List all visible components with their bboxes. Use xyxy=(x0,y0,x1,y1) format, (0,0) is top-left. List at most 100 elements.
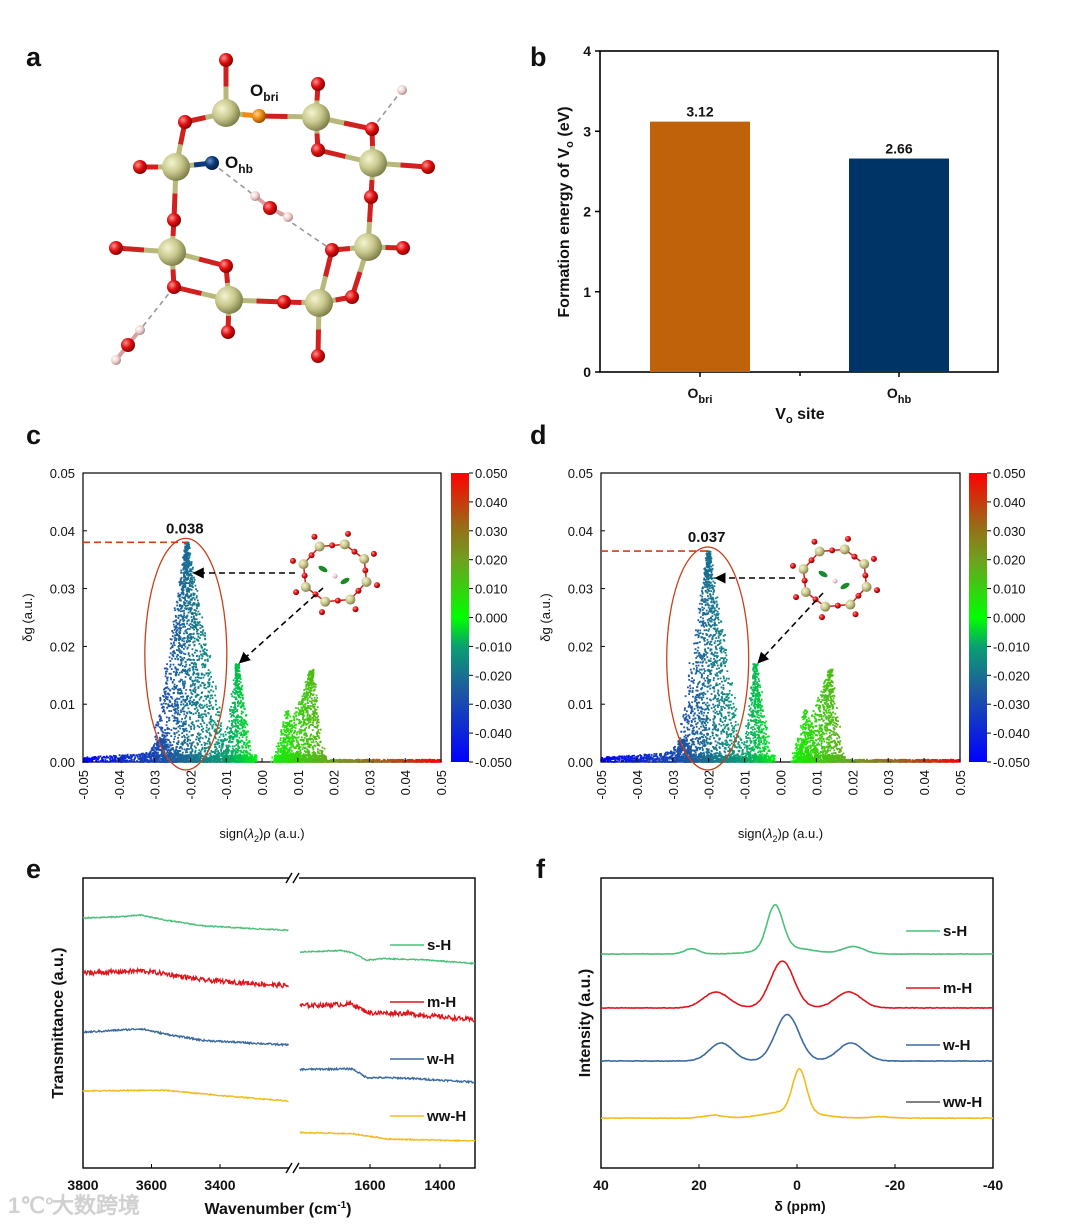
scatter-point xyxy=(241,704,243,707)
scatter-point xyxy=(308,684,311,687)
scatter-point xyxy=(205,729,208,732)
scatter-point xyxy=(279,757,282,760)
scatter-point xyxy=(177,645,180,647)
scatter-point xyxy=(365,758,368,761)
scatter-point xyxy=(158,714,161,717)
scatter-point xyxy=(190,561,193,563)
scatter-point xyxy=(234,759,237,762)
scatter-point xyxy=(86,756,89,759)
scatter-point xyxy=(312,721,314,724)
scatter-point xyxy=(194,755,197,758)
scatter-point xyxy=(212,690,215,693)
scatter-point xyxy=(189,622,192,625)
scatter-point xyxy=(307,718,309,721)
scatter-point xyxy=(184,586,187,589)
scatter-point xyxy=(168,756,171,758)
scatter-point xyxy=(214,694,217,697)
scatter-point xyxy=(306,687,309,690)
scatter-point xyxy=(199,631,202,633)
scatter-point xyxy=(218,757,221,760)
scatter-point xyxy=(169,752,172,754)
scatter-point xyxy=(233,732,236,735)
scatter-point xyxy=(289,743,291,746)
scatter-point xyxy=(173,732,176,734)
scatter-point xyxy=(199,750,202,753)
scatter-point xyxy=(306,743,309,746)
scatter-point xyxy=(311,676,314,679)
scatter-point xyxy=(173,644,176,647)
scatter-point xyxy=(386,760,388,763)
scatter-point xyxy=(177,617,180,619)
scatter-point xyxy=(180,658,182,661)
scatter-point xyxy=(218,736,221,739)
scatter-point xyxy=(197,737,200,740)
scatter-point xyxy=(232,679,235,682)
scatter-point xyxy=(207,674,210,677)
scatter-point xyxy=(299,722,302,725)
scatter-point xyxy=(237,686,239,689)
scatter-point xyxy=(241,760,244,763)
scatter-point xyxy=(404,760,407,762)
scatter-point xyxy=(201,616,204,619)
scatter-point xyxy=(305,683,308,686)
scatter-point xyxy=(102,756,104,759)
scatter-point xyxy=(197,702,199,704)
scatter-point xyxy=(185,663,188,666)
scatter-point xyxy=(149,753,152,755)
scatter-point xyxy=(216,741,219,744)
scatter-point xyxy=(350,759,353,761)
scatter-point xyxy=(111,756,113,759)
scatter-point xyxy=(243,734,246,737)
scatter-point xyxy=(185,759,188,762)
scatter-point xyxy=(226,751,229,754)
scatter-point xyxy=(307,676,310,678)
scatter-point xyxy=(215,732,218,735)
scatter-point xyxy=(291,729,293,732)
scatter-point xyxy=(235,716,238,719)
scatter-point xyxy=(321,753,323,756)
scatter-point xyxy=(300,706,303,709)
scatter-point xyxy=(87,760,89,763)
scatter-point xyxy=(190,745,193,748)
scatter-point xyxy=(293,724,296,727)
scatter-point xyxy=(305,710,308,713)
scatter-point xyxy=(243,708,246,711)
panel-label-a: a xyxy=(26,42,42,72)
scatter-point xyxy=(304,729,306,732)
scatter-point xyxy=(425,759,428,761)
scatter-point xyxy=(176,719,179,722)
scatter-point xyxy=(193,602,196,605)
scatter-point xyxy=(190,589,193,591)
scatter-point xyxy=(244,721,247,723)
scatter-point xyxy=(91,757,93,760)
scatter-point xyxy=(197,628,199,631)
scatter-point xyxy=(315,738,317,741)
scatter-point xyxy=(231,726,234,729)
scatter-point xyxy=(295,759,298,762)
scatter-point xyxy=(187,695,190,698)
scatter-point xyxy=(189,607,192,609)
scatter-point xyxy=(344,758,347,761)
scatter-point xyxy=(102,760,105,763)
scatter-point xyxy=(182,722,184,725)
scatter-point xyxy=(184,566,186,569)
scatter-point xyxy=(105,755,108,758)
scatter-point xyxy=(193,687,196,690)
scatter-point xyxy=(196,694,199,697)
scatter-point xyxy=(180,742,183,745)
scatter-point xyxy=(115,760,118,763)
scatter-point xyxy=(152,759,155,761)
scatter-point xyxy=(234,716,237,719)
scatter-point xyxy=(95,759,98,762)
scatter-point xyxy=(407,759,410,762)
scatter-point xyxy=(193,665,195,668)
scatter-point xyxy=(164,744,167,747)
scatter-point xyxy=(236,749,239,752)
scatter-point xyxy=(184,582,187,585)
scatter-point xyxy=(197,716,200,719)
scatter-point xyxy=(191,748,194,751)
scatter-point xyxy=(183,564,186,567)
hydrogen-atom xyxy=(397,85,407,95)
scatter-point xyxy=(299,710,302,713)
scatter-point xyxy=(309,676,312,679)
